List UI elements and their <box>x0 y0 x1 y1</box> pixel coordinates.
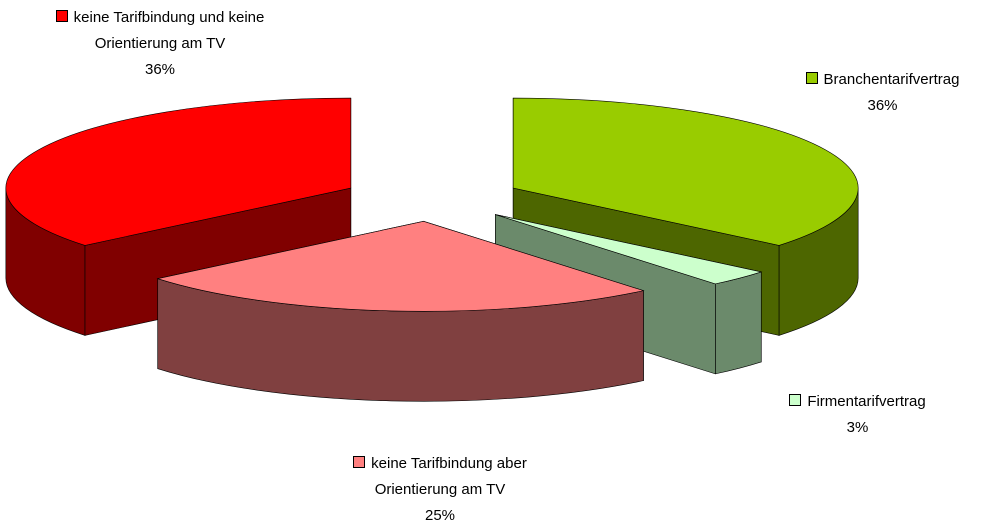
slice-label: Firmentarifvertrag 3% <box>745 389 970 441</box>
slice-side <box>715 271 762 375</box>
slice-label: Branchentarifvertrag 36% <box>770 67 981 119</box>
slice <box>512 97 859 246</box>
label-percent: 3% <box>846 419 869 436</box>
slice <box>156 220 645 312</box>
label-name: keine Tarifbindung und keine Orientierun… <box>73 9 265 52</box>
legend-swatch <box>789 394 802 406</box>
label-name: Firmentarifvertrag <box>807 393 926 410</box>
label-percent: 25% <box>424 507 456 524</box>
label-name: Branchentarifvertrag <box>823 71 960 88</box>
label-name: keine Tarifbindung aber Orientierung am … <box>371 455 527 498</box>
legend-swatch <box>353 456 366 468</box>
legend-swatch <box>805 72 818 84</box>
slice <box>5 97 352 246</box>
slice-label: keine Tarifbindung aber Orientierung am … <box>315 451 565 529</box>
slice-label: keine Tarifbindung und keine Orientierun… <box>40 5 280 83</box>
label-percent: 36% <box>867 97 898 114</box>
slice <box>495 214 763 285</box>
legend-swatch <box>55 10 68 22</box>
label-percent: 36% <box>144 61 176 78</box>
